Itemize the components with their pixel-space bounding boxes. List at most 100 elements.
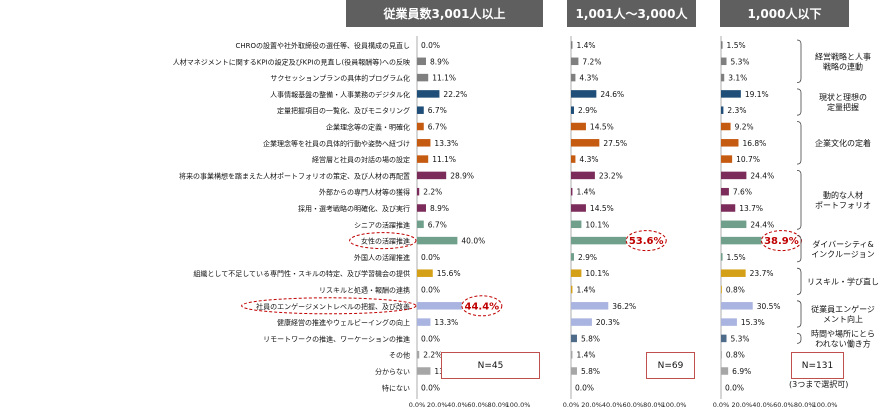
bar [571, 139, 600, 147]
value-label: 6.7% [428, 106, 447, 115]
category-label: 人材マネジメントに関するKPIの設定及びKPIの見直し(役員報酬等)への反映 [173, 57, 410, 66]
bar [571, 155, 576, 163]
category-label: リモートワークの推進、ワーケーションの推進 [263, 334, 410, 343]
group-bracket [796, 235, 802, 263]
x-tick-label: 0.0% [409, 401, 426, 409]
bar [571, 302, 609, 310]
value-label: 19.1% [745, 90, 769, 99]
group-bracket [796, 170, 802, 230]
value-label: 2.3% [727, 106, 746, 115]
value-label: 0.8% [726, 286, 745, 295]
value-label: 8.9% [430, 204, 449, 213]
value-label: 1.4% [576, 351, 595, 360]
value-label: 6.7% [428, 123, 447, 132]
bar [721, 334, 727, 343]
category-label: 企業理念等の定義・明確化 [326, 123, 410, 132]
x-tick-label: 80.0% [643, 401, 664, 409]
value-label: 13.3% [434, 139, 458, 148]
value-label: 2.2% [423, 351, 442, 360]
bar [571, 57, 579, 66]
value-label: 0.0% [421, 286, 440, 295]
value-label: 15.3% [741, 318, 765, 327]
category-label: 分からない [375, 367, 410, 376]
value-label: 27.5% [603, 139, 627, 148]
bar [417, 106, 424, 114]
highlight-ellipse [760, 230, 802, 252]
x-tick-label: 20.0% [427, 401, 448, 409]
bar [721, 187, 729, 196]
group-bracket [796, 333, 802, 344]
value-label: 5.8% [581, 367, 600, 376]
bar [571, 90, 597, 98]
bar [721, 57, 727, 66]
bar [571, 73, 576, 82]
value-label: 30.5% [757, 302, 781, 311]
category-label: CHROの設置や社外取締役の選任等、役員構成の見直し [235, 41, 410, 50]
group-label: リスキル・学び直し [807, 276, 879, 286]
value-label: 1.5% [727, 253, 746, 262]
x-tick-label: 40.0% [602, 401, 623, 409]
bar [571, 106, 574, 114]
value-label: 40.0% [461, 237, 485, 246]
value-label: 7.6% [733, 188, 752, 197]
bar [417, 155, 429, 163]
bar [571, 187, 573, 196]
bar [721, 367, 729, 375]
category-label: 人事情報基盤の整備・人事業務のデジタル化 [270, 90, 410, 99]
highlight-value: 38.9% [764, 236, 799, 247]
n-label-1001-3000: N=69 [646, 352, 695, 379]
x-tick-label: 100.0% [813, 401, 838, 409]
highlight-ellipse [625, 230, 667, 252]
x-tick-label: 80.0% [794, 401, 815, 409]
bar [417, 139, 431, 147]
bar [721, 106, 724, 114]
bar [721, 73, 725, 82]
bar [571, 204, 586, 212]
group-label: 企業文化の定着 [815, 138, 871, 148]
group-label: 戦略の連動 [823, 61, 863, 71]
category-label: 女性の活躍推進 [361, 237, 410, 246]
bar [721, 302, 753, 310]
group-label: ポートフォリオ [815, 201, 871, 210]
value-label: 15.6% [437, 269, 461, 278]
bar [721, 122, 731, 131]
n-label-3001-plus: N=45 [441, 352, 540, 379]
value-label: 0.0% [421, 383, 440, 392]
x-tick-label: 40.0% [752, 401, 773, 409]
x-tick-label: 60.0% [773, 401, 794, 409]
group-bracket [796, 121, 802, 165]
x-tick-label: 40.0% [447, 401, 468, 409]
group-bracket [796, 88, 802, 116]
highlight-ellipse [461, 295, 503, 317]
bar [721, 236, 762, 245]
highlight-value: 44.4% [464, 301, 499, 312]
value-label: 0.0% [575, 383, 594, 392]
x-tick-label: 100.0% [506, 401, 531, 409]
bar [721, 90, 741, 98]
category-label: その他 [389, 351, 410, 360]
bar [417, 122, 424, 131]
bar [417, 171, 447, 180]
bar [571, 171, 595, 180]
category-label: 外部からの専門人材等の獲得 [319, 188, 410, 197]
bar [417, 350, 420, 359]
value-label: 5.8% [581, 334, 600, 343]
value-label: 8.9% [430, 57, 449, 66]
category-label: 経営層と社員の対話の場の設定 [312, 155, 410, 164]
x-tick-label: 20.0% [731, 401, 752, 409]
value-label: 14.5% [590, 123, 614, 132]
highlight-ellipse [349, 232, 417, 250]
category-label: 企業理念等を社員の具体的行動や姿勢へ紐づけ [263, 139, 410, 148]
value-label: 13.7% [739, 204, 763, 213]
value-label: 28.9% [450, 171, 474, 180]
value-label: 5.3% [731, 57, 750, 66]
value-label: 0.0% [421, 41, 440, 50]
highlight-value: 53.6% [629, 236, 664, 247]
bar [417, 367, 431, 375]
group-label: メント向上 [823, 314, 863, 324]
bar [571, 285, 573, 294]
value-label: 1.4% [576, 41, 595, 50]
x-tick-label: 80.0% [487, 401, 508, 409]
value-label: 7.2% [582, 57, 601, 66]
